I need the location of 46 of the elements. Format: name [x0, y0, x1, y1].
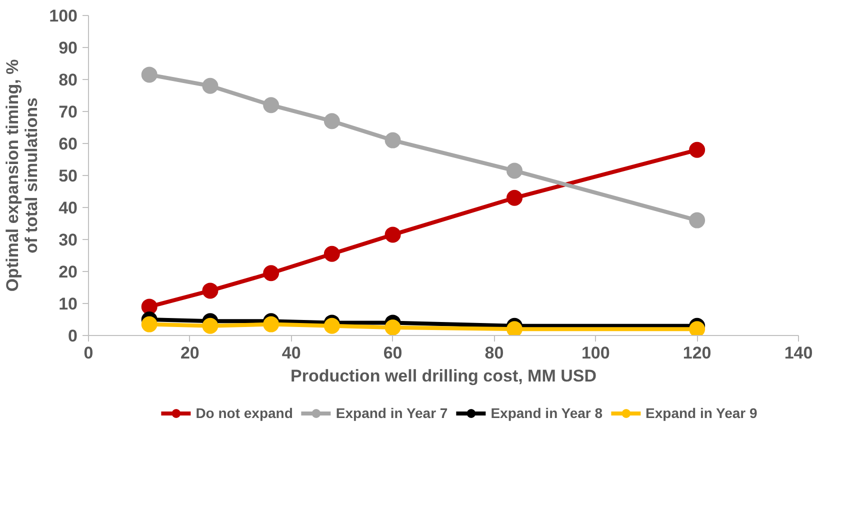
- legend-label: Expand in Year 9: [646, 405, 758, 421]
- point: [506, 162, 522, 179]
- point: [263, 265, 280, 282]
- y-axis-title: Optimal expansion timing, % of total simulations: [3, 59, 42, 292]
- y-tick-label: 30: [58, 230, 78, 250]
- x-tick-label: 80: [484, 344, 504, 362]
- point: [384, 226, 401, 243]
- x-tick-label: 20: [180, 344, 200, 362]
- y-tick-label: 10: [58, 294, 78, 314]
- point: [689, 212, 706, 228]
- y-tick-label: 50: [58, 166, 78, 186]
- y-tick-label: 80: [58, 70, 78, 90]
- y-tick-label: 60: [58, 134, 78, 154]
- x-tick-label: 120: [682, 344, 712, 362]
- legend-label: Expand in Year 8: [490, 405, 603, 421]
- point: [689, 142, 706, 158]
- point: [324, 246, 340, 262]
- y-tick-label: 40: [58, 198, 78, 218]
- y-tick-label: 70: [58, 102, 78, 122]
- legend-label: Do not expand: [196, 405, 293, 421]
- point: [263, 97, 280, 114]
- point: [384, 320, 401, 336]
- y-tick-label: 100: [49, 6, 78, 26]
- x-tick-label: 60: [383, 344, 402, 362]
- point: [506, 190, 522, 206]
- y-tick-label: 0: [68, 326, 78, 346]
- point: [202, 78, 218, 94]
- point: [689, 321, 706, 336]
- point: [202, 318, 218, 334]
- point: [141, 298, 158, 315]
- x-tick-label: 100: [581, 344, 610, 362]
- point: [324, 113, 340, 130]
- point: [263, 316, 280, 332]
- x-tick-label: 0: [84, 344, 94, 362]
- point: [202, 282, 218, 299]
- point: [506, 321, 522, 336]
- x-axis-title: Production well drilling cost, MM USD: [290, 366, 597, 386]
- y-tick-label: 90: [58, 38, 78, 58]
- y-tick-label: 20: [58, 262, 78, 282]
- point: [141, 66, 158, 83]
- point: [324, 318, 340, 334]
- point: [384, 132, 401, 148]
- legend-label: Expand in Year 7: [336, 405, 448, 421]
- point: [141, 316, 158, 332]
- x-tick-label: 140: [784, 344, 813, 362]
- x-tick-label: 40: [282, 344, 301, 362]
